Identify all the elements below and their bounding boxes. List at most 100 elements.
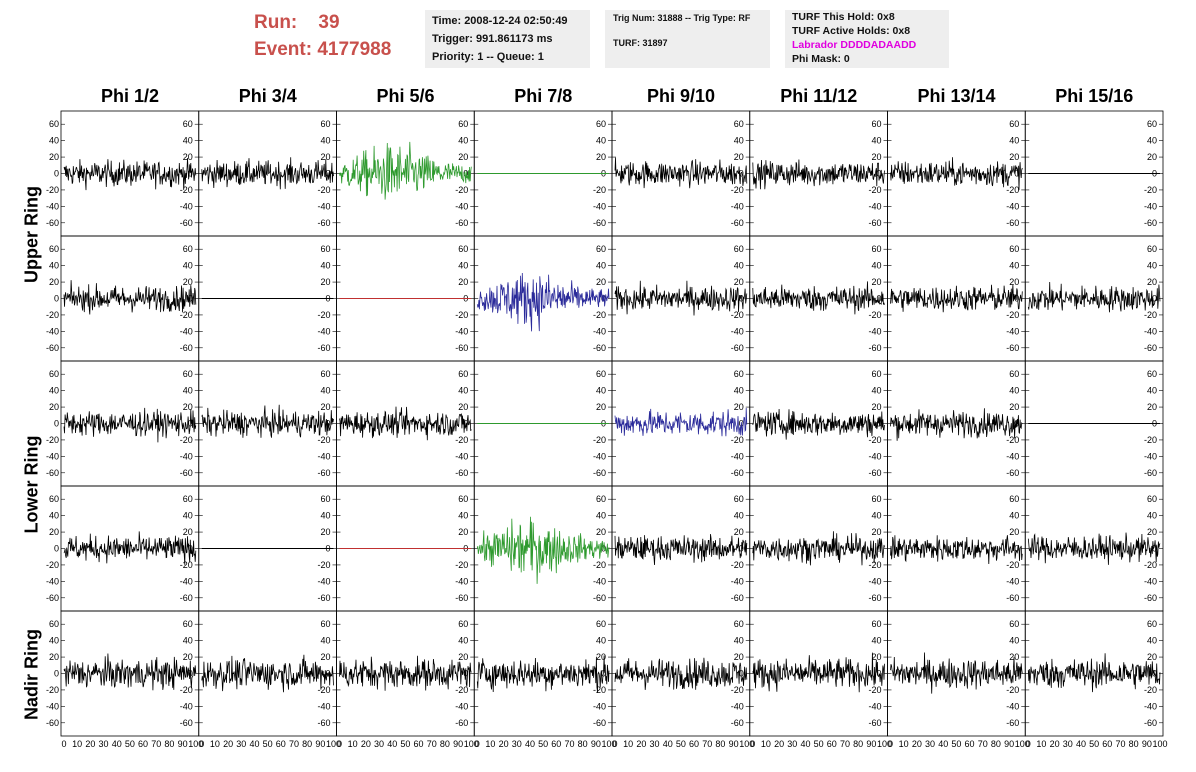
y-tick-label: -20 xyxy=(1144,435,1157,445)
x-tick-label: 60 xyxy=(689,739,699,749)
waveform-trace xyxy=(752,531,885,566)
y-tick-label: -40 xyxy=(1144,701,1157,711)
x-tick-label: 30 xyxy=(99,739,109,749)
x-tick-label: 60 xyxy=(551,739,561,749)
x-tick-label: 50 xyxy=(951,739,961,749)
x-tick-label: 20 xyxy=(499,739,509,749)
y-tick-label: 20 xyxy=(320,652,330,662)
y-tick-label: -20 xyxy=(593,310,606,320)
x-tick-label: 100 xyxy=(739,739,754,749)
y-tick-label: -20 xyxy=(317,185,330,195)
y-tick-label: -20 xyxy=(868,310,881,320)
x-tick-label: 40 xyxy=(800,739,810,749)
y-tick-label: 60 xyxy=(871,369,881,379)
y-tick-label: 0 xyxy=(54,169,59,179)
y-tick-label: 60 xyxy=(596,619,606,629)
y-tick-label: 20 xyxy=(1147,402,1157,412)
y-tick-label: -20 xyxy=(455,685,468,695)
y-tick-label: -60 xyxy=(180,718,193,728)
x-tick-label: 80 xyxy=(853,739,863,749)
y-tick-label: 40 xyxy=(49,636,59,646)
x-tick-label: 40 xyxy=(525,739,535,749)
y-tick-label: -40 xyxy=(868,451,881,461)
y-tick-label: 60 xyxy=(183,619,193,629)
column-header: Phi 3/4 xyxy=(238,86,297,106)
y-tick-label: 40 xyxy=(458,261,468,271)
y-tick-label: -20 xyxy=(317,310,330,320)
y-tick-label: 60 xyxy=(1009,494,1019,504)
y-tick-label: 20 xyxy=(1009,527,1019,537)
run-label: Run: 39 xyxy=(254,12,340,33)
y-tick-label: 0 xyxy=(325,669,330,679)
turf-active-text: TURF Active Holds: 0x8 xyxy=(792,25,911,37)
y-tick-label: 40 xyxy=(183,386,193,396)
x-tick-label: 100 xyxy=(464,739,479,749)
x-tick-label: 90 xyxy=(453,739,463,749)
x-tick-label: 50 xyxy=(538,739,548,749)
y-tick-label: -40 xyxy=(180,326,193,336)
y-tick-label: -20 xyxy=(868,685,881,695)
waveform-trace xyxy=(339,655,472,691)
y-tick-label: -60 xyxy=(1144,718,1157,728)
y-tick-label: -40 xyxy=(731,576,744,586)
y-tick-label: 40 xyxy=(458,386,468,396)
x-tick-label: 50 xyxy=(400,739,410,749)
y-tick-label: 0 xyxy=(876,669,881,679)
y-tick-label: 40 xyxy=(320,636,330,646)
x-tick-label: 80 xyxy=(715,739,725,749)
y-tick-label: 40 xyxy=(458,636,468,646)
y-tick-label: -20 xyxy=(180,685,193,695)
y-tick-label: -20 xyxy=(180,185,193,195)
y-tick-label: -60 xyxy=(180,343,193,353)
waveform-trace xyxy=(63,280,197,315)
x-tick-label: 30 xyxy=(925,739,935,749)
x-tick-label: 20 xyxy=(85,739,95,749)
y-tick-label: -20 xyxy=(317,560,330,570)
y-tick-label: -60 xyxy=(46,343,59,353)
y-tick-label: 60 xyxy=(871,119,881,129)
x-tick-label: 0 xyxy=(475,739,480,749)
y-tick-label: -60 xyxy=(1006,343,1019,353)
y-tick-label: 20 xyxy=(596,152,606,162)
x-tick-label: 30 xyxy=(512,739,522,749)
y-tick-label: -40 xyxy=(180,451,193,461)
labrador-text: Labrador DDDDADAADD xyxy=(792,39,917,51)
y-tick-label: -20 xyxy=(731,185,744,195)
column-header: Phi 11/12 xyxy=(780,86,858,106)
waveform-trace xyxy=(201,157,334,190)
priority-text: Priority: 1 -- Queue: 1 xyxy=(432,51,544,63)
x-tick-label: 60 xyxy=(414,739,424,749)
y-tick-label: -20 xyxy=(1144,310,1157,320)
y-tick-label: -60 xyxy=(317,218,330,228)
y-tick-label: 60 xyxy=(320,494,330,504)
x-tick-label: 10 xyxy=(485,739,495,749)
y-tick-label: -20 xyxy=(317,435,330,445)
y-tick-label: -60 xyxy=(868,218,881,228)
y-tick-label: -60 xyxy=(1006,593,1019,603)
y-tick-label: -60 xyxy=(1144,218,1157,228)
y-tick-label: 60 xyxy=(320,119,330,129)
y-tick-label: -40 xyxy=(1144,576,1157,586)
x-tick-label: 20 xyxy=(1050,739,1060,749)
y-tick-label: 60 xyxy=(871,494,881,504)
y-tick-label: -40 xyxy=(317,701,330,711)
y-tick-label: 40 xyxy=(49,386,59,396)
y-tick-label: -60 xyxy=(46,468,59,478)
y-tick-label: 60 xyxy=(49,619,59,629)
y-tick-label: 60 xyxy=(320,619,330,629)
y-tick-label: -20 xyxy=(46,435,59,445)
y-tick-label: 20 xyxy=(734,402,744,412)
y-tick-label: -60 xyxy=(593,718,606,728)
y-tick-label: -20 xyxy=(593,560,606,570)
y-tick-label: -60 xyxy=(180,593,193,603)
x-tick-label: 90 xyxy=(729,739,739,749)
y-tick-label: -20 xyxy=(731,435,744,445)
